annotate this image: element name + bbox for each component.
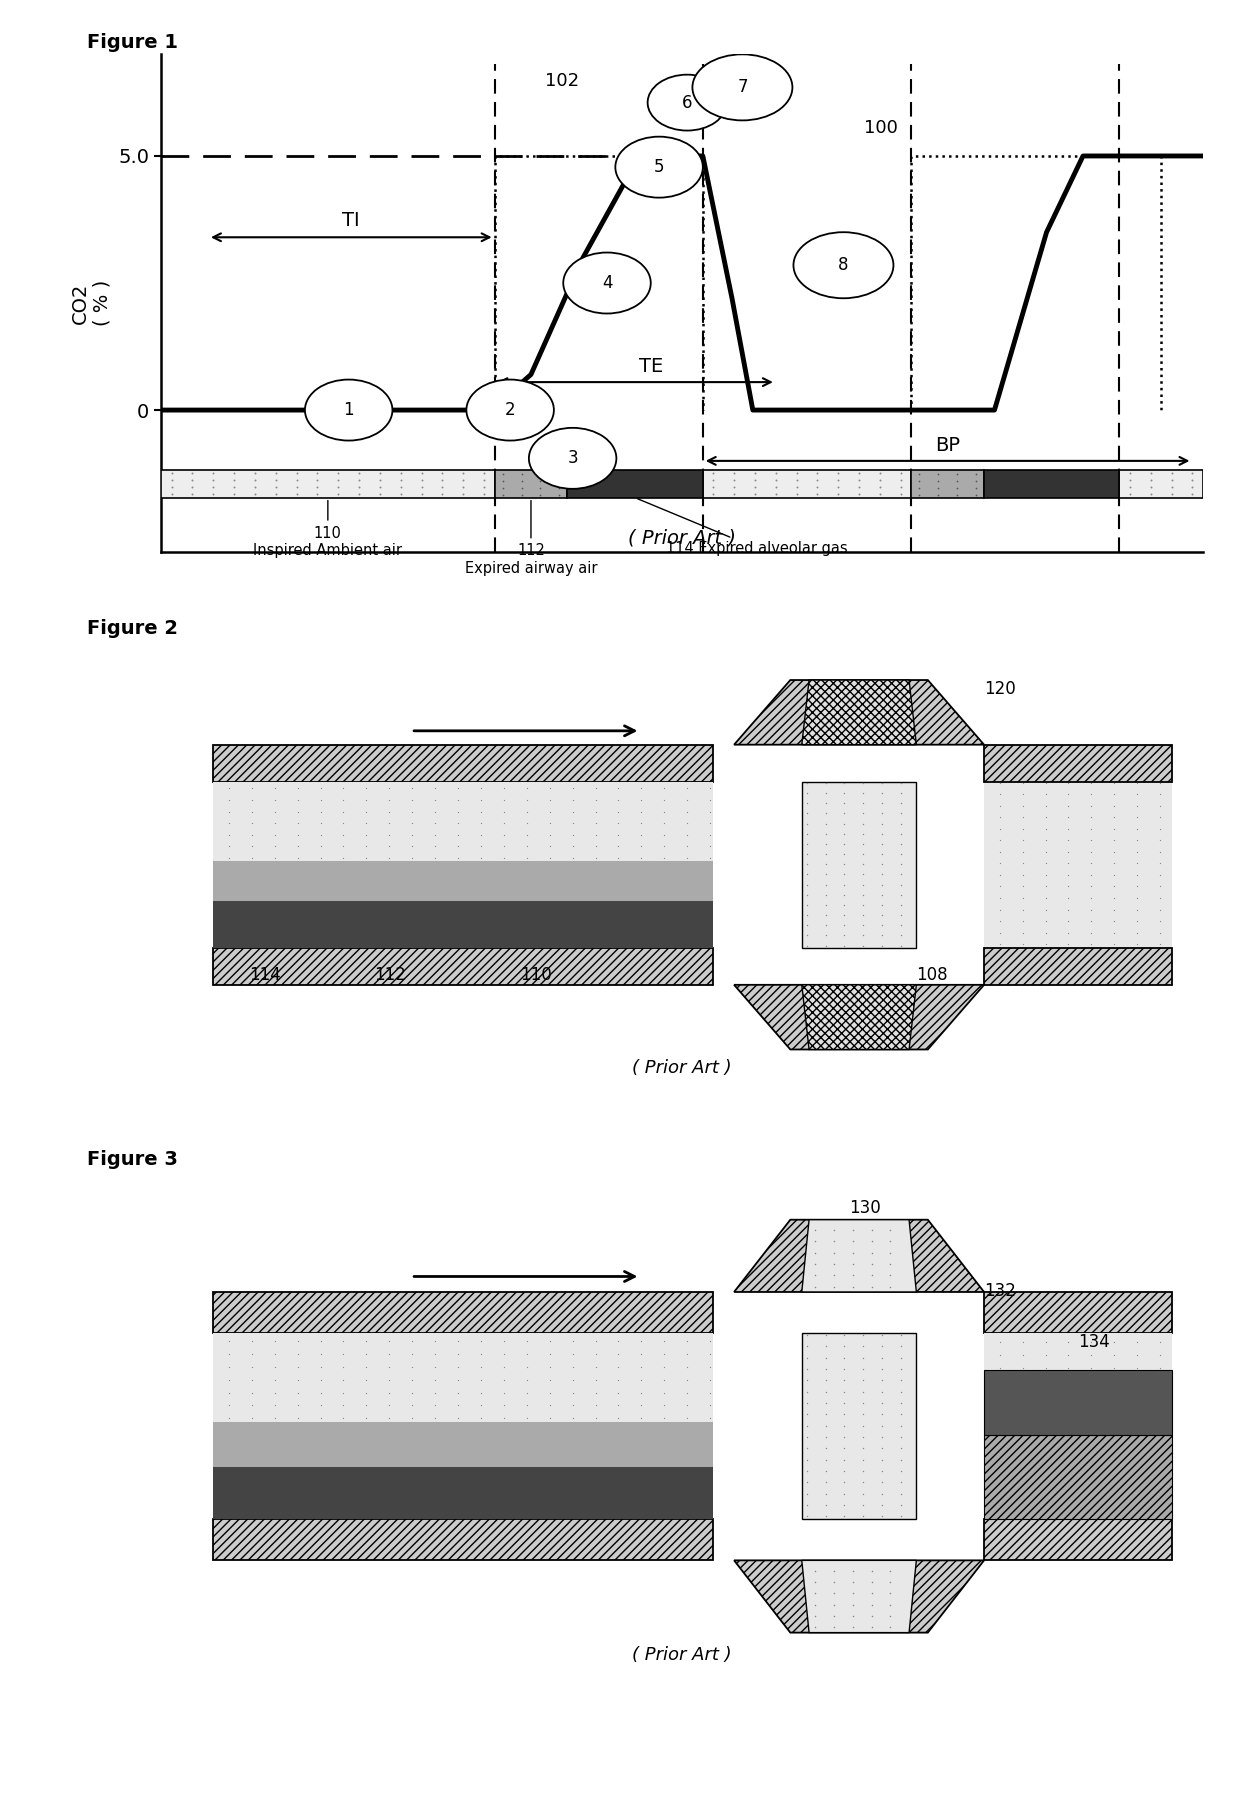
Bar: [495, 469, 568, 498]
Text: Figure 1: Figure 1: [87, 33, 177, 51]
Polygon shape: [802, 1561, 916, 1634]
Bar: [985, 1371, 1172, 1436]
Bar: [568, 469, 703, 498]
Text: 6: 6: [682, 94, 692, 112]
Polygon shape: [802, 985, 916, 1049]
Text: 3: 3: [568, 449, 578, 467]
Text: Figure 2: Figure 2: [87, 619, 177, 637]
Bar: [985, 782, 1172, 947]
Bar: [213, 1291, 713, 1333]
Bar: [213, 1519, 713, 1561]
Ellipse shape: [305, 380, 392, 440]
Bar: [213, 902, 713, 947]
Bar: [213, 1333, 713, 1422]
Bar: [802, 1333, 916, 1519]
Ellipse shape: [692, 54, 792, 120]
Bar: [213, 947, 713, 985]
Bar: [985, 1436, 1172, 1519]
Text: 102: 102: [546, 72, 579, 91]
Text: ( Prior Art ): ( Prior Art ): [627, 529, 737, 547]
Polygon shape: [734, 679, 985, 744]
Text: 114: 114: [249, 967, 281, 985]
Text: 114 Expired alveolar gas: 114 Expired alveolar gas: [637, 498, 848, 556]
Bar: [985, 1519, 1172, 1561]
Bar: [213, 744, 713, 782]
Text: 7: 7: [737, 78, 748, 96]
Text: TE: TE: [639, 357, 663, 377]
Text: 100: 100: [864, 120, 898, 138]
Ellipse shape: [563, 252, 651, 313]
Polygon shape: [734, 1561, 985, 1634]
Text: 134: 134: [1078, 1333, 1110, 1351]
Polygon shape: [734, 985, 985, 1049]
Text: Figure 3: Figure 3: [87, 1150, 177, 1168]
Text: 4: 4: [601, 273, 613, 292]
Text: 2: 2: [505, 400, 516, 418]
Ellipse shape: [794, 232, 894, 299]
Bar: [911, 469, 985, 498]
Bar: [985, 1333, 1172, 1371]
Bar: [1120, 469, 1203, 498]
Ellipse shape: [615, 136, 703, 197]
Text: 8: 8: [838, 255, 848, 273]
Polygon shape: [802, 1221, 916, 1291]
Bar: [213, 782, 713, 862]
Bar: [802, 782, 916, 947]
Text: BP: BP: [935, 436, 960, 455]
Bar: [213, 862, 713, 902]
Ellipse shape: [529, 427, 616, 489]
Text: 132: 132: [985, 1282, 1016, 1300]
Text: 1: 1: [343, 400, 353, 418]
Bar: [213, 1422, 713, 1467]
Bar: [985, 1291, 1172, 1333]
Bar: [213, 1467, 713, 1519]
Ellipse shape: [466, 380, 554, 440]
Text: 110
Inspired Ambient air: 110 Inspired Ambient air: [253, 500, 402, 558]
Text: 130: 130: [848, 1199, 880, 1217]
Bar: [985, 469, 1120, 498]
Text: TI: TI: [342, 210, 360, 230]
Bar: [703, 469, 911, 498]
Bar: [161, 469, 495, 498]
Bar: [985, 744, 1172, 782]
Text: 112
Expired airway air: 112 Expired airway air: [465, 500, 598, 576]
Text: 5: 5: [653, 158, 665, 176]
Text: 108: 108: [916, 967, 947, 985]
Text: 112: 112: [374, 967, 407, 985]
Polygon shape: [802, 679, 916, 744]
Polygon shape: [734, 1221, 985, 1291]
Bar: [985, 947, 1172, 985]
Text: 110: 110: [521, 967, 552, 985]
Ellipse shape: [647, 74, 727, 130]
Text: ( Prior Art ): ( Prior Art ): [632, 1646, 732, 1664]
Y-axis label: CO2
( % ): CO2 ( % ): [71, 281, 112, 326]
Text: ( Prior Art ): ( Prior Art ): [632, 1059, 732, 1078]
Text: 120: 120: [985, 679, 1016, 697]
